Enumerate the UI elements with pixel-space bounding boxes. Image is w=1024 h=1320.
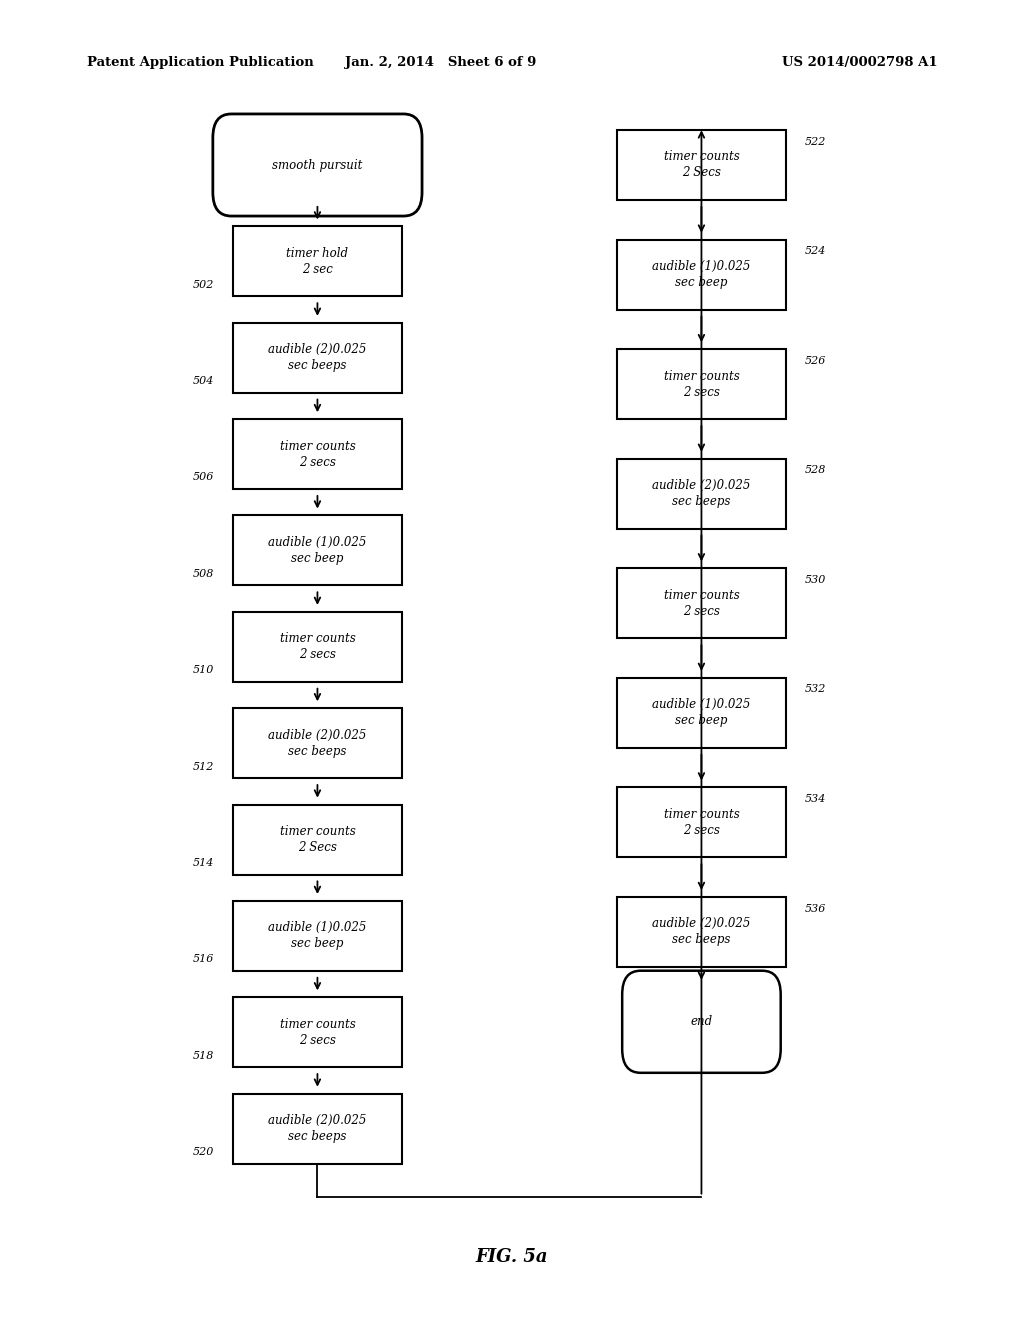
FancyBboxPatch shape xyxy=(232,322,401,393)
Text: audible (2)0.025
sec beeps: audible (2)0.025 sec beeps xyxy=(268,1114,367,1143)
FancyBboxPatch shape xyxy=(616,787,786,858)
Text: 536: 536 xyxy=(805,904,825,913)
Text: timer counts
2 Secs: timer counts 2 Secs xyxy=(664,150,739,180)
Text: timer counts
2 secs: timer counts 2 secs xyxy=(280,1018,355,1047)
FancyBboxPatch shape xyxy=(616,678,786,747)
FancyBboxPatch shape xyxy=(616,131,786,199)
Text: audible (2)0.025
sec beeps: audible (2)0.025 sec beeps xyxy=(652,917,751,946)
Text: 526: 526 xyxy=(805,356,825,366)
Text: audible (2)0.025
sec beeps: audible (2)0.025 sec beeps xyxy=(652,479,751,508)
Text: 522: 522 xyxy=(805,137,825,147)
FancyBboxPatch shape xyxy=(232,805,401,875)
Text: audible (2)0.025
sec beeps: audible (2)0.025 sec beeps xyxy=(268,343,367,372)
Text: 510: 510 xyxy=(194,665,215,676)
FancyBboxPatch shape xyxy=(232,1093,401,1164)
Text: 514: 514 xyxy=(194,858,215,869)
Text: timer counts
2 secs: timer counts 2 secs xyxy=(664,589,739,618)
FancyBboxPatch shape xyxy=(616,568,786,639)
FancyBboxPatch shape xyxy=(616,458,786,528)
Text: 520: 520 xyxy=(194,1147,215,1156)
Text: Jan. 2, 2014   Sheet 6 of 9: Jan. 2, 2014 Sheet 6 of 9 xyxy=(345,55,536,69)
FancyBboxPatch shape xyxy=(232,612,401,681)
FancyBboxPatch shape xyxy=(213,114,422,216)
Text: 512: 512 xyxy=(194,762,215,771)
Text: 532: 532 xyxy=(805,685,825,694)
Text: 528: 528 xyxy=(805,466,825,475)
Text: 502: 502 xyxy=(194,280,215,289)
Text: timer counts
2 secs: timer counts 2 secs xyxy=(280,440,355,469)
Text: audible (1)0.025
sec beep: audible (1)0.025 sec beep xyxy=(652,698,751,727)
Text: FIG. 5a: FIG. 5a xyxy=(476,1247,548,1266)
Text: audible (1)0.025
sec beep: audible (1)0.025 sec beep xyxy=(268,921,367,950)
Text: timer hold
2 sec: timer hold 2 sec xyxy=(287,247,348,276)
Text: 516: 516 xyxy=(194,954,215,964)
Text: 506: 506 xyxy=(194,473,215,482)
Text: Patent Application Publication: Patent Application Publication xyxy=(87,55,313,69)
Text: 518: 518 xyxy=(194,1051,215,1060)
FancyBboxPatch shape xyxy=(232,708,401,777)
Text: audible (1)0.025
sec beep: audible (1)0.025 sec beep xyxy=(268,536,367,565)
Text: 534: 534 xyxy=(805,795,825,804)
Text: timer counts
2 secs: timer counts 2 secs xyxy=(280,632,355,661)
Text: smooth pursuit: smooth pursuit xyxy=(272,158,362,172)
Text: audible (2)0.025
sec beeps: audible (2)0.025 sec beeps xyxy=(268,729,367,758)
FancyBboxPatch shape xyxy=(616,348,786,420)
FancyBboxPatch shape xyxy=(232,418,401,488)
Text: 530: 530 xyxy=(805,576,825,585)
Text: timer counts
2 Secs: timer counts 2 Secs xyxy=(280,825,355,854)
Text: timer counts
2 secs: timer counts 2 secs xyxy=(664,370,739,399)
FancyBboxPatch shape xyxy=(623,970,780,1073)
FancyBboxPatch shape xyxy=(232,226,401,296)
Text: end: end xyxy=(690,1015,713,1028)
Text: 504: 504 xyxy=(194,376,215,385)
FancyBboxPatch shape xyxy=(616,240,786,309)
Text: 508: 508 xyxy=(194,569,215,578)
Text: timer counts
2 secs: timer counts 2 secs xyxy=(664,808,739,837)
FancyBboxPatch shape xyxy=(616,898,786,968)
FancyBboxPatch shape xyxy=(232,515,401,586)
Text: 524: 524 xyxy=(805,246,825,256)
Text: audible (1)0.025
sec beep: audible (1)0.025 sec beep xyxy=(652,260,751,289)
FancyBboxPatch shape xyxy=(232,900,401,972)
Text: US 2014/0002798 A1: US 2014/0002798 A1 xyxy=(782,55,938,69)
FancyBboxPatch shape xyxy=(232,997,401,1067)
